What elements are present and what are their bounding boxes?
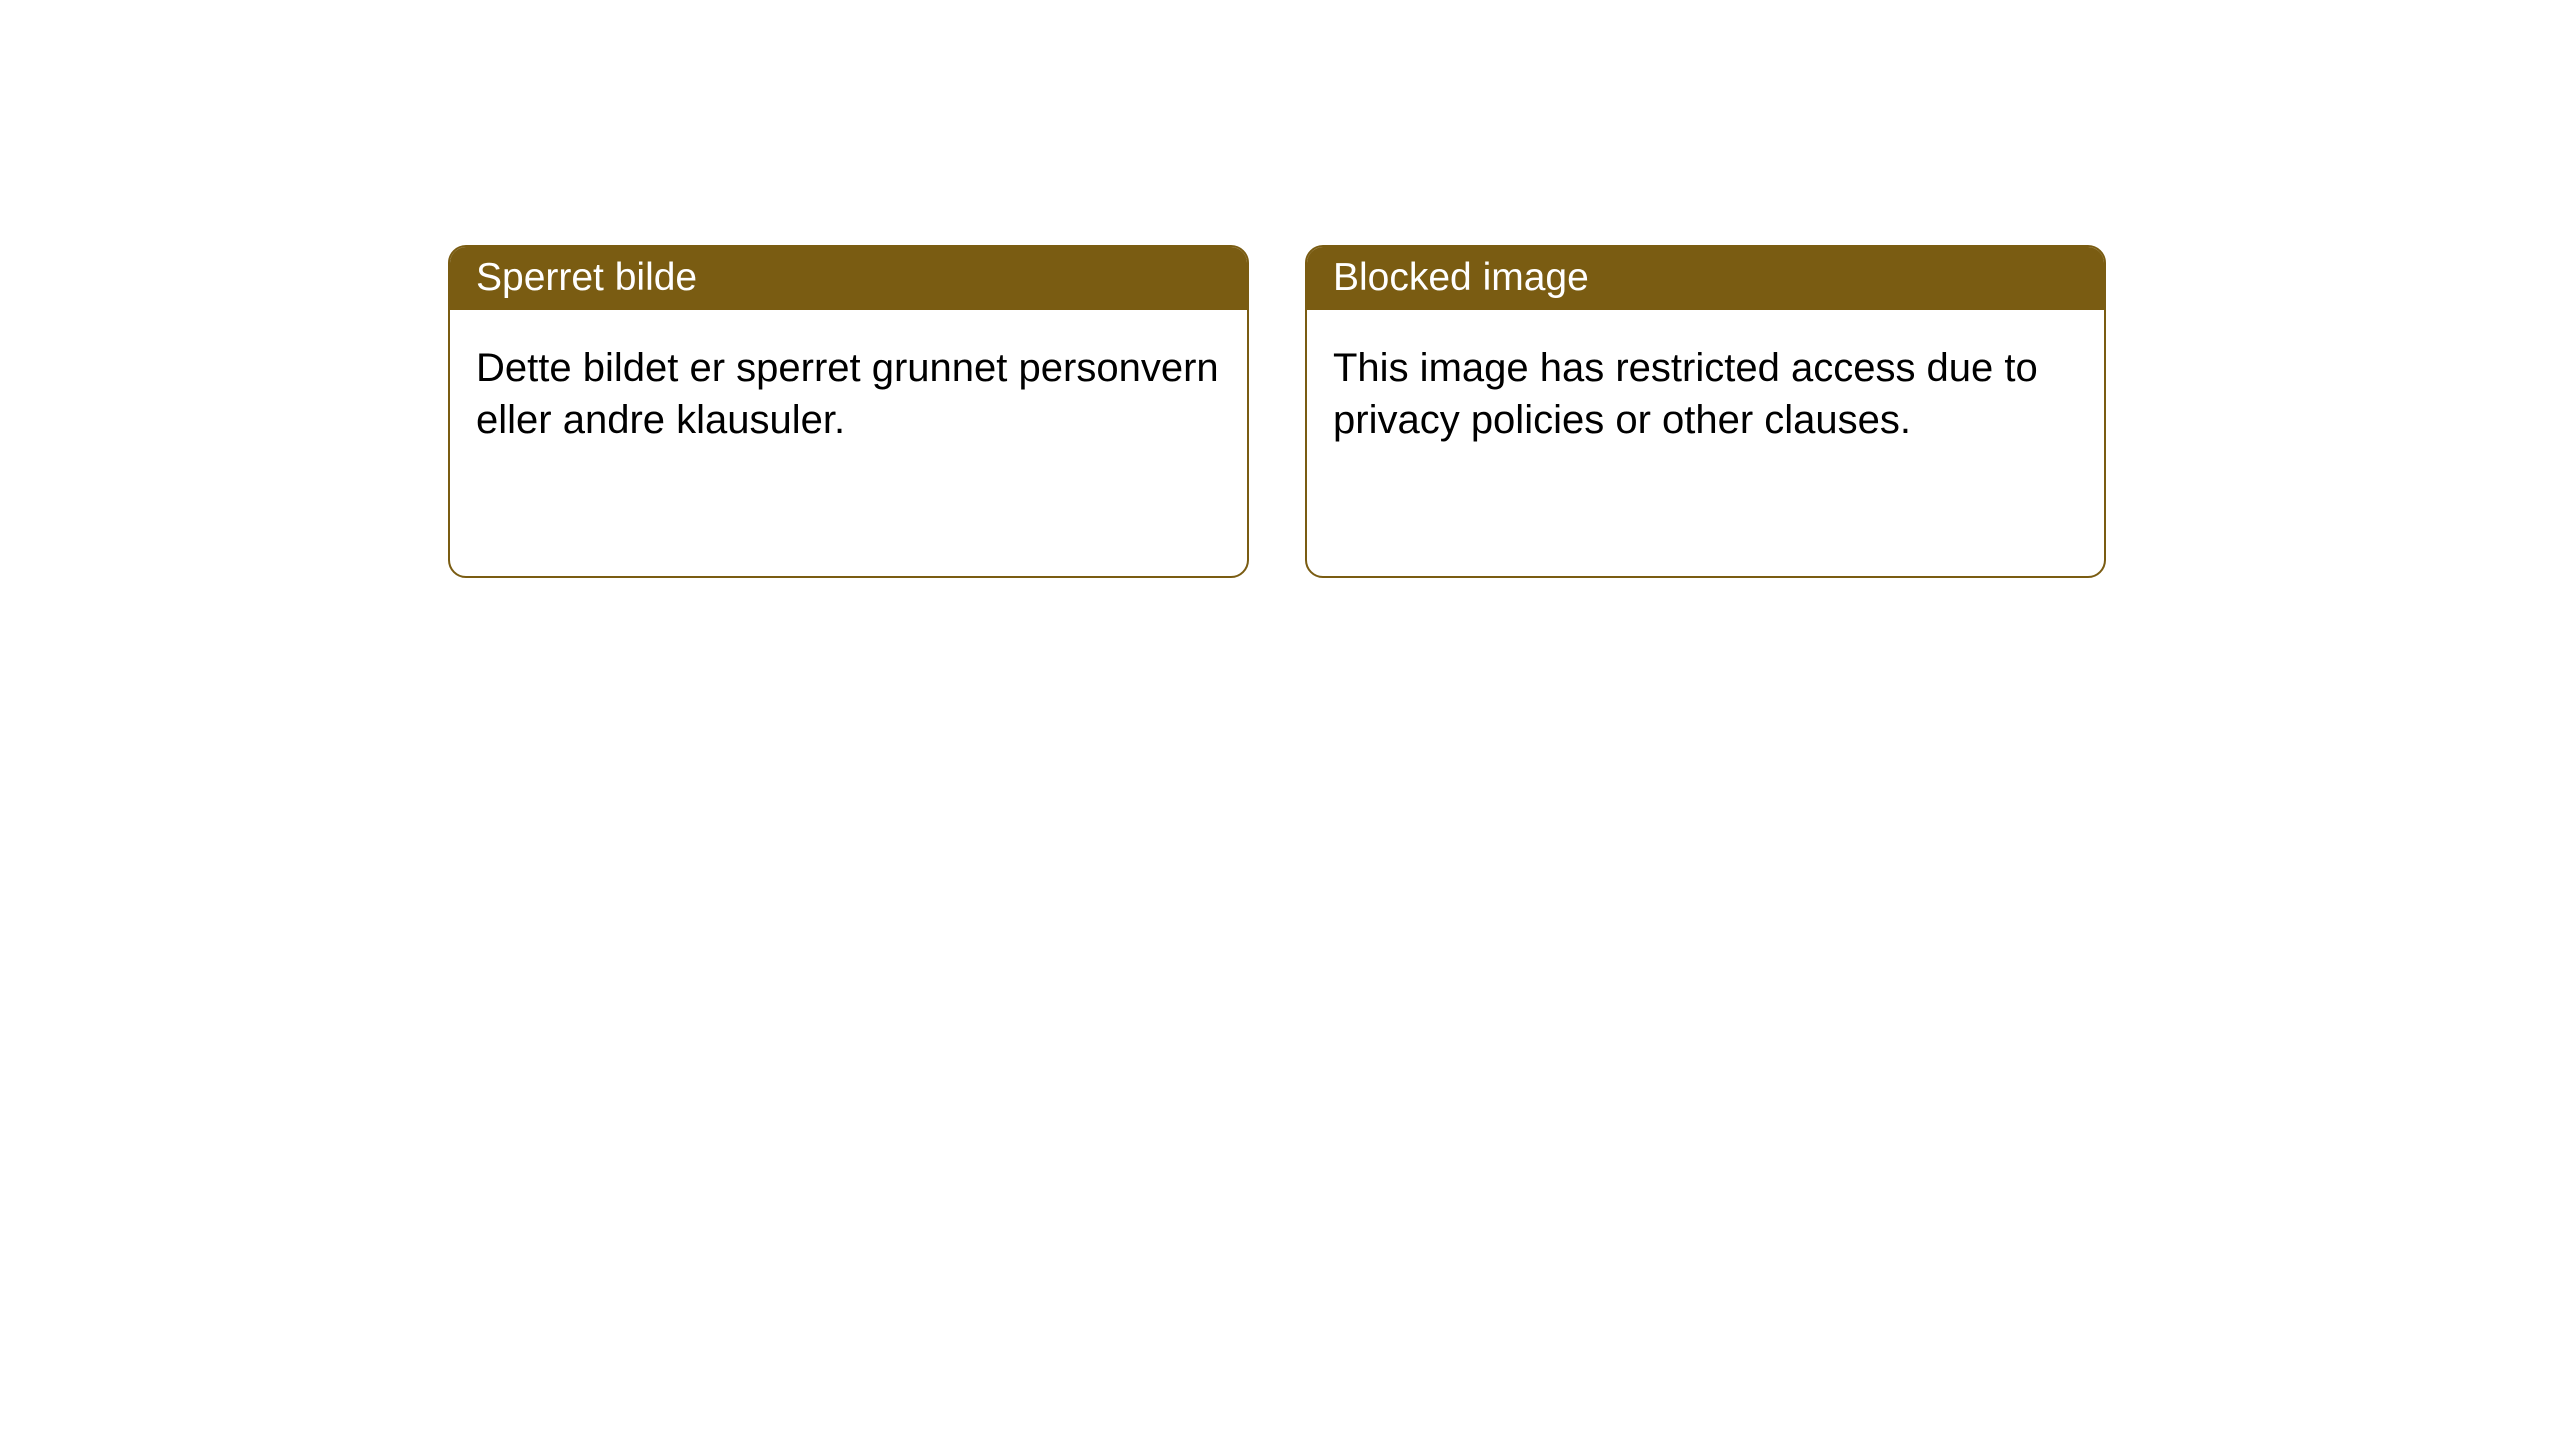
notice-body: This image has restricted access due to … bbox=[1307, 310, 2104, 478]
notice-title: Sperret bilde bbox=[476, 256, 697, 299]
notice-text: Dette bildet er sperret grunnet personve… bbox=[476, 346, 1219, 442]
notice-title: Blocked image bbox=[1333, 256, 1589, 299]
notice-container: Sperret bilde Dette bildet er sperret gr… bbox=[448, 245, 2106, 578]
notice-header: Sperret bilde bbox=[450, 247, 1247, 310]
notice-text: This image has restricted access due to … bbox=[1333, 346, 2038, 442]
notice-card-english: Blocked image This image has restricted … bbox=[1305, 245, 2106, 578]
notice-body: Dette bildet er sperret grunnet personve… bbox=[450, 310, 1247, 478]
notice-card-norwegian: Sperret bilde Dette bildet er sperret gr… bbox=[448, 245, 1249, 578]
notice-header: Blocked image bbox=[1307, 247, 2104, 310]
